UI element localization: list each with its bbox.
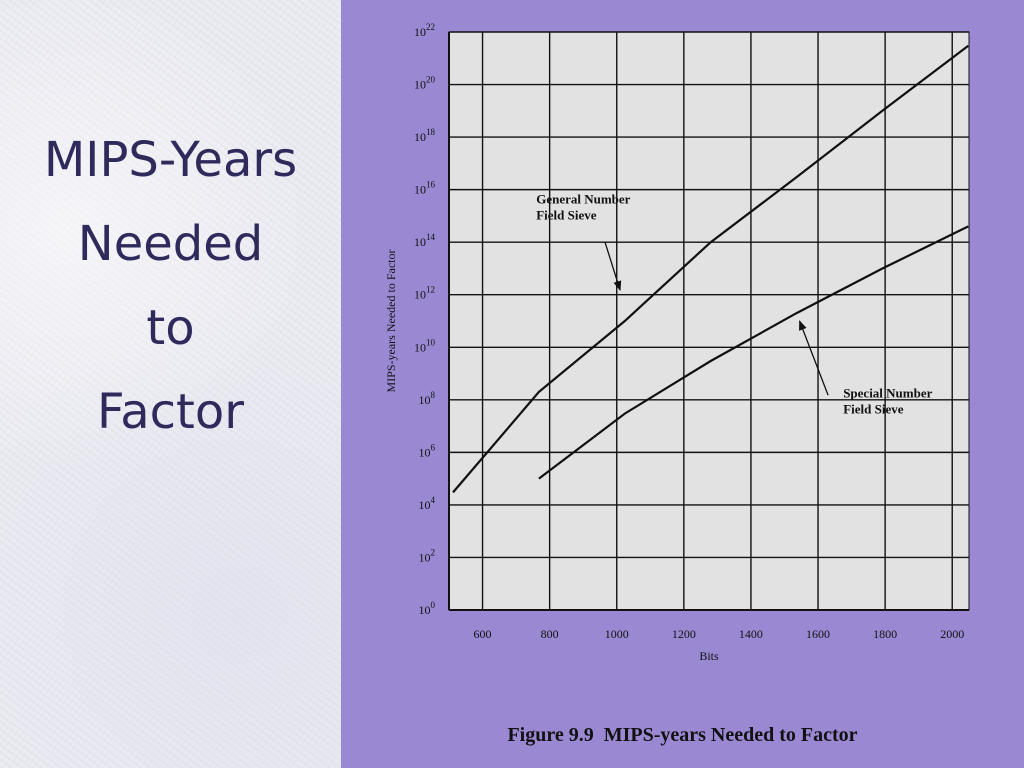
annotation-arrow-2 [798,320,829,396]
figure-caption: Figure 9.9 MIPS-years Needed to Factor [341,724,1024,747]
figure-caption-text: MIPS-years Needed to Factor [603,724,858,746]
y-tick-label-20: 1020 [414,75,436,92]
x-tick-label-2000: 2000 [940,627,964,641]
annotation-label-1-line-1: General Number [536,191,630,206]
slide-title-line-4: Factor [97,384,244,440]
mips-chart: 600 800 1000 1200 1400 1600 1800 2000 100 102 104 1… [384,22,970,663]
x-tick-label-1800: 1800 [873,627,897,641]
y-tick-label-22: 1022 [414,22,435,39]
plot-area [448,31,970,611]
x-axis-label: Bits [699,649,719,663]
y-tick-label-10: 1010 [414,337,436,354]
left-panel: MIPS-Years Needed to Factor [0,0,341,768]
y-tick-label-2: 102 [419,547,436,564]
x-tick-label-600: 600 [474,627,492,641]
annotation-label-1-line-2: Field Sieve [536,207,597,222]
y-tick-label-0: 100 [419,600,436,617]
y-tick-label-16: 1016 [414,180,436,197]
series-line-1 [452,44,969,494]
annotation-label-2-line-1: Special Number [843,386,932,401]
slide-title-line-3: to [146,300,195,356]
x-tick-label-1400: 1400 [739,627,763,641]
y-axis-label: MIPS-years Needed to Factor [384,250,398,393]
annotation-arrow-1 [604,241,622,292]
annotation-label-2-line-2: Field Sieve [843,402,904,417]
x-tick-label-1200: 1200 [672,627,696,641]
slide-title-line-2: Needed [77,216,264,272]
axes [448,32,969,611]
y-tick-label-14: 1014 [414,232,436,249]
y-tick-label-12: 1012 [414,285,435,302]
tick-labels: 600 800 1000 1200 1400 1600 1800 2000 100 102 104 1… [414,22,964,641]
x-tick-label-1000: 1000 [605,627,629,641]
slide-title-line-1: MIPS-Years [43,132,298,188]
x-tick-label-800: 800 [541,627,559,641]
series-line-2 [538,225,969,480]
x-tick-label-1600: 1600 [806,627,830,641]
y-tick-label-4: 104 [419,495,436,512]
figure-number: Figure 9.9 [507,724,594,746]
slide-title: MIPS-Years Needed to Factor [0,118,341,454]
y-tick-label-8: 108 [419,390,436,407]
y-tick-label-6: 106 [419,442,436,459]
y-tick-label-18: 1018 [414,127,436,144]
series-lines [452,44,969,494]
